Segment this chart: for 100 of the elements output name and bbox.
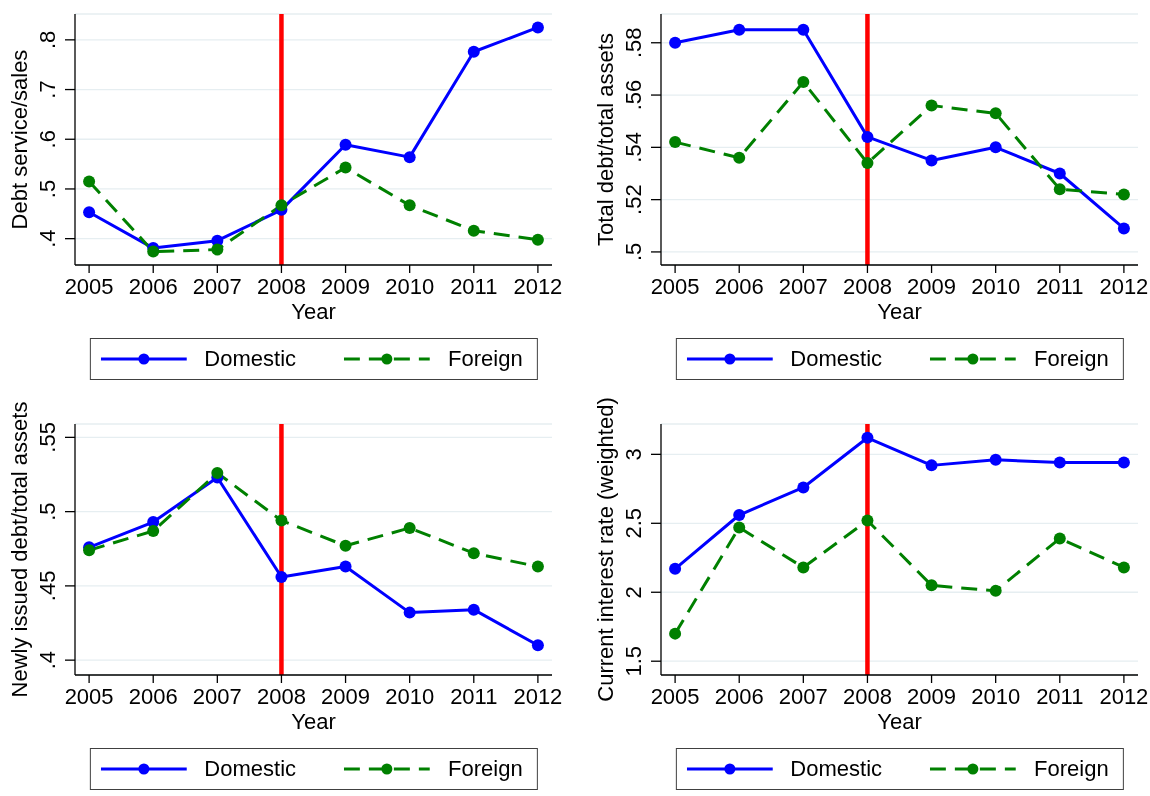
x-tick-label: 2006 <box>128 273 178 299</box>
legend-label: Foreign <box>1034 756 1109 782</box>
x-tick-label: 2007 <box>778 273 828 299</box>
point <box>275 514 288 527</box>
point <box>861 514 874 527</box>
x-tick-label: 2010 <box>385 683 435 709</box>
point <box>1053 532 1066 545</box>
x-tick-label: 2007 <box>192 273 242 299</box>
x-tick-label: 2011 <box>450 273 498 299</box>
y-tick-label: .58 <box>621 27 646 59</box>
x-tick-label: 2009 <box>907 273 957 299</box>
point <box>1117 188 1130 201</box>
x-axis-title: Year <box>877 709 922 734</box>
point <box>861 157 874 170</box>
point <box>531 21 544 34</box>
y-tick-label: .6 <box>35 130 60 149</box>
point <box>925 579 938 592</box>
point <box>211 467 224 480</box>
point <box>797 75 810 88</box>
y-tick-label: 3 <box>621 448 646 461</box>
point <box>797 481 810 494</box>
point <box>467 603 480 616</box>
point <box>531 233 544 246</box>
y-axis-title: Current interest rate (weighted) <box>593 397 618 702</box>
x-tick-label: 2012 <box>1099 273 1149 299</box>
y-axis-title: Debt service/sales <box>7 49 32 230</box>
point <box>339 161 352 174</box>
y-tick-label: .56 <box>621 79 646 111</box>
point <box>1053 456 1066 469</box>
x-tick-label: 2012 <box>513 273 563 299</box>
legend-label: Domestic <box>790 346 883 372</box>
legend-label: Foreign <box>448 756 523 782</box>
point <box>147 524 160 537</box>
legend-label: Domestic <box>790 756 883 782</box>
y-tick-label: .5 <box>621 242 646 262</box>
point <box>797 561 810 574</box>
legend-label: Domestic <box>204 346 297 372</box>
legend-label: Foreign <box>1034 346 1109 372</box>
x-tick-label: 2010 <box>385 273 435 299</box>
point <box>669 627 682 640</box>
point <box>1117 456 1130 469</box>
y-tick-label: 1.5 <box>621 645 646 677</box>
point <box>669 562 682 575</box>
x-axis-title: Year <box>291 299 336 324</box>
x-tick-label: 2008 <box>256 273 306 299</box>
point <box>339 560 352 573</box>
point <box>1117 222 1130 235</box>
y-tick-label: 2 <box>621 586 646 599</box>
point <box>989 141 1002 154</box>
x-tick-label: 2011 <box>1036 683 1084 709</box>
point <box>467 224 480 237</box>
legend-label: Domestic <box>204 756 297 782</box>
point <box>669 136 682 149</box>
x-tick-label: 2009 <box>321 273 371 299</box>
point <box>733 151 746 164</box>
y-tick-label: .7 <box>35 80 60 99</box>
y-tick-label: .8 <box>35 30 60 50</box>
x-tick-label: 2010 <box>971 273 1021 299</box>
point <box>403 199 416 212</box>
y-tick-label: .52 <box>621 184 646 215</box>
point <box>275 199 288 212</box>
point <box>669 36 682 49</box>
point <box>989 107 1002 120</box>
y-axis-title: Total debt/total assets <box>593 33 618 246</box>
point <box>733 521 746 534</box>
x-tick-label: 2005 <box>650 683 700 709</box>
point <box>467 45 480 58</box>
point <box>1053 167 1066 180</box>
point <box>467 547 480 560</box>
point <box>733 509 746 522</box>
point <box>861 130 874 143</box>
x-tick-label: 2006 <box>128 683 178 709</box>
x-tick-label: 2007 <box>778 683 828 709</box>
point <box>275 570 288 583</box>
y-tick-label: .5 <box>35 502 60 521</box>
point <box>531 639 544 652</box>
x-tick-label: 2012 <box>1099 683 1149 709</box>
y-axis-title: Newly issued debt/total assets <box>7 401 32 698</box>
x-tick-label: 2005 <box>64 273 114 299</box>
y-tick-label: .54 <box>621 132 646 163</box>
point <box>1053 183 1066 196</box>
x-tick-label: 2008 <box>842 683 892 709</box>
legend-label: Foreign <box>448 346 523 372</box>
point <box>403 606 416 619</box>
x-tick-label: 2005 <box>650 273 700 299</box>
point <box>1117 561 1130 574</box>
x-tick-label: 2008 <box>842 273 892 299</box>
x-axis-title: Year <box>291 709 336 734</box>
point <box>925 99 938 112</box>
x-tick-label: 2007 <box>192 683 242 709</box>
x-tick-label: 2006 <box>714 683 764 709</box>
y-tick-label: .4 <box>35 650 60 670</box>
point <box>339 138 352 151</box>
y-tick-label: .45 <box>35 570 60 602</box>
point <box>925 154 938 167</box>
x-tick-label: 2006 <box>714 273 764 299</box>
point <box>403 151 416 164</box>
x-tick-label: 2011 <box>1036 273 1084 299</box>
y-tick-label: 2.5 <box>621 508 646 539</box>
y-tick-label: .5 <box>35 179 60 199</box>
